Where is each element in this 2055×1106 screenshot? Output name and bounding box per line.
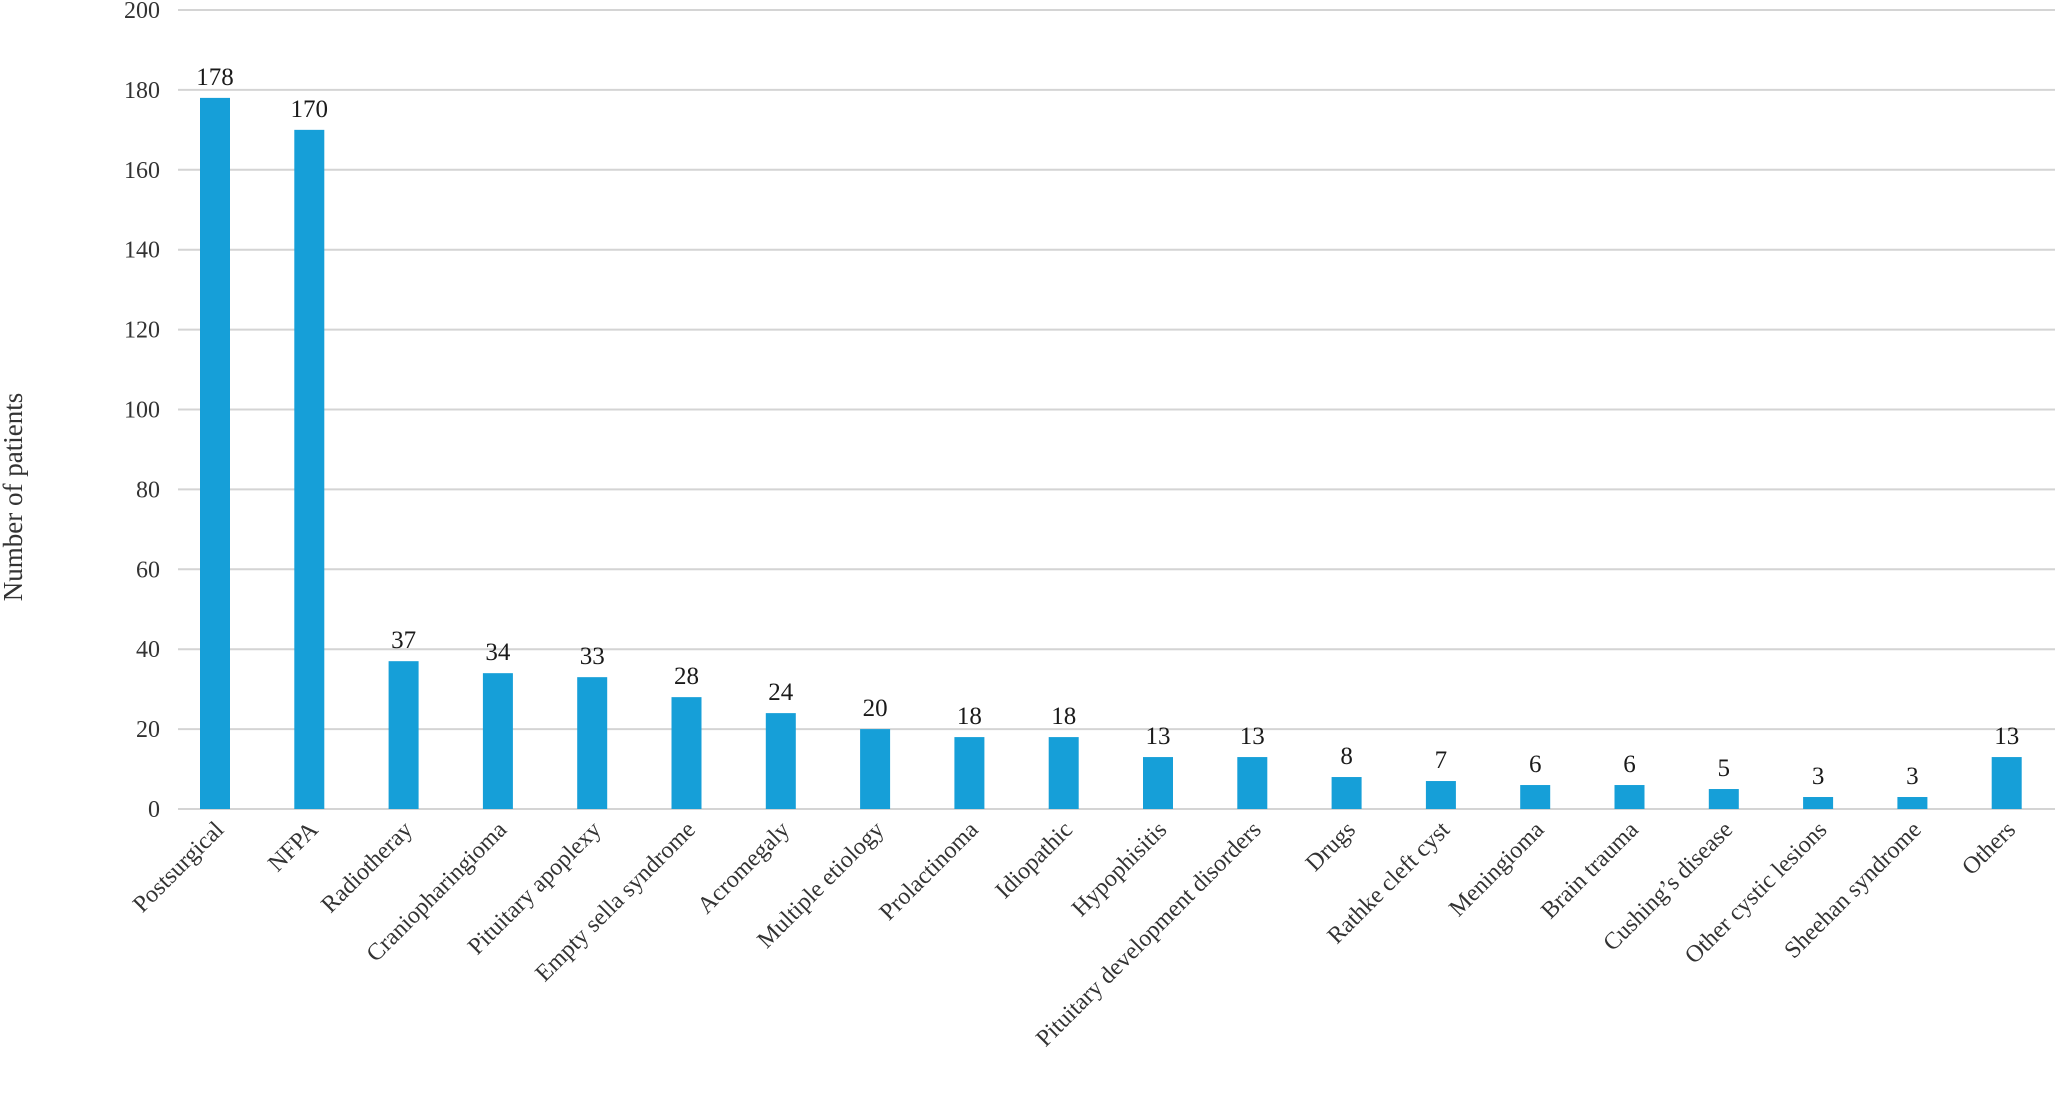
x-tick-label: Empty sella syndrome (531, 817, 701, 987)
bar (1520, 785, 1551, 809)
bar (1991, 757, 2022, 809)
bar (765, 713, 796, 809)
bar (388, 661, 419, 809)
bar (1803, 797, 1834, 809)
data-label: 170 (291, 96, 329, 123)
y-tick-label: 120 (124, 318, 160, 344)
bar (1897, 797, 1928, 809)
bar (954, 737, 985, 809)
bar (1237, 757, 1268, 809)
data-label: 8 (1340, 743, 1353, 770)
bar (1048, 737, 1079, 809)
data-label: 33 (580, 643, 605, 670)
data-label: 13 (1240, 723, 1265, 750)
x-tick-label: Meningioma (1444, 817, 1549, 922)
bar (671, 697, 702, 809)
y-tick-label: 180 (124, 78, 160, 104)
bar (200, 97, 230, 809)
x-tick-label: Postsurgical (128, 817, 229, 918)
bar (577, 677, 608, 809)
data-label: 3 (1812, 763, 1825, 790)
bar (1331, 777, 1362, 809)
y-tick-label: 0 (148, 797, 160, 823)
data-label: 5 (1718, 755, 1731, 782)
bar (294, 129, 325, 810)
y-tick-label: 100 (124, 398, 160, 424)
bar (860, 729, 891, 809)
x-tick-label: Others (1957, 817, 2021, 881)
data-label: 24 (768, 679, 794, 706)
y-axis-title: Number of patients (0, 393, 28, 601)
data-label: 3 (1906, 763, 1919, 790)
data-label: 34 (485, 639, 511, 666)
y-tick-label: 200 (124, 0, 160, 24)
y-tick-label: 140 (124, 238, 160, 264)
x-tick-label: Prolactinoma (875, 817, 984, 926)
x-tick-label: Acromegaly (693, 817, 795, 919)
y-tick-label: 40 (136, 637, 160, 663)
data-label: 6 (1529, 751, 1542, 778)
bar (1425, 781, 1456, 809)
x-tick-label: Radiotheray (317, 817, 418, 918)
x-axis-tick-labels: Postsurgical NFPARadiotherayCraniopharing… (128, 816, 2021, 1052)
data-label: 6 (1623, 751, 1636, 778)
data-label: 13 (1146, 723, 1171, 750)
y-tick-label: 60 (136, 557, 160, 583)
y-axis-tick-labels: 0 20 40 60 80 100 120 140 160 180 200 (124, 0, 160, 823)
y-tick-label: 20 (136, 717, 160, 743)
bar (1708, 789, 1739, 809)
bar (1143, 757, 1173, 809)
data-label: 20 (863, 695, 888, 722)
data-label: 13 (1994, 723, 2019, 750)
x-tick-label: NFPA (263, 816, 324, 877)
data-label: 28 (674, 663, 699, 690)
data-label: 37 (391, 627, 416, 654)
y-tick-label: 80 (136, 477, 160, 503)
x-tick-label: Hypophisitis (1067, 817, 1172, 922)
bars (200, 97, 2022, 810)
x-tick-label: Drugs (1301, 817, 1361, 877)
gridlines (178, 9, 2055, 810)
bar (482, 673, 513, 809)
data-label: 18 (957, 703, 982, 730)
bar (1614, 785, 1645, 809)
data-label: 7 (1435, 747, 1448, 774)
data-label: 18 (1051, 703, 1076, 730)
data-label: 178 (196, 64, 234, 91)
x-tick-label: Idiopathic (991, 817, 1078, 904)
y-tick-label: 160 (124, 158, 160, 184)
